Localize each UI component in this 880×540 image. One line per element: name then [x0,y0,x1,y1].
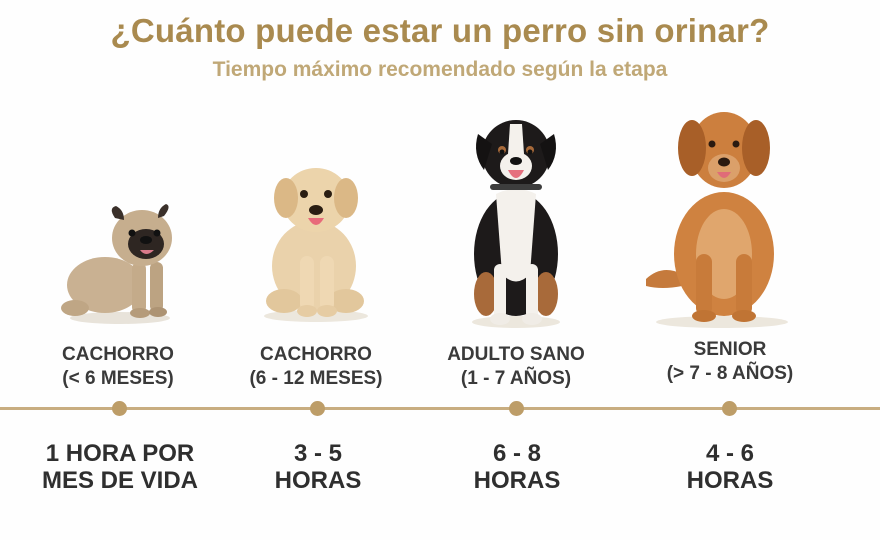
bernese-adult-image [472,120,560,328]
stage-time-value: 3 - 5 HORAS [203,440,433,494]
timeline-line [0,407,880,410]
page-title: ¿Cuánto puede estar un perro sin orinar? [110,12,770,49]
stage-time-value: 6 - 8 HORAS [402,440,632,494]
value-line1: 3 - 5 [293,440,343,467]
page-subtitle: Tiempo máximo recomendado según la etapa [212,58,668,81]
value-line2: HORAS [274,467,362,494]
stage-label-line2: (1 - 7 AÑOS) [460,368,572,389]
value-line2: HORAS [686,467,774,494]
golden-senior-image [646,112,788,328]
golden-puppy-image [264,168,368,322]
stage-label-puppy-6-12m: CACHORRO (6 - 12 MESES) [206,343,426,391]
value-line1: 6 - 8 [492,440,542,467]
stage-label-line2: (6 - 12 MESES) [249,368,383,389]
pug-puppy-image [61,204,172,324]
stage-label-line2: (> 7 - 8 AÑOS) [666,363,794,384]
stage-label-puppy-under-6m: CACHORRO (< 6 MESES) [8,343,228,391]
timeline-dot [722,401,737,416]
value-line1: 4 - 6 [705,440,755,467]
stage-label-senior: SENIOR (> 7 - 8 AÑOS) [620,338,840,386]
stage-label-line1: ADULTO SANO [447,344,585,365]
timeline-dot [509,401,524,416]
timeline-dot [112,401,127,416]
stage-label-line2: (< 6 MESES) [62,368,174,389]
stage-label-line1: CACHORRO [62,344,174,365]
stage-label-adult: ADULTO SANO (1 - 7 AÑOS) [406,343,626,391]
stage-label-line1: CACHORRO [260,344,372,365]
timeline-dot [310,401,325,416]
value-line2: HORAS [473,467,561,494]
value-line2: MES DE VIDA [41,467,199,494]
stage-time-value: 1 HORA POR MES DE VIDA [5,440,235,494]
stage-label-line1: SENIOR [693,339,767,360]
value-line1: 1 HORA POR [45,440,195,467]
stage-time-value: 4 - 6 HORAS [615,440,845,494]
